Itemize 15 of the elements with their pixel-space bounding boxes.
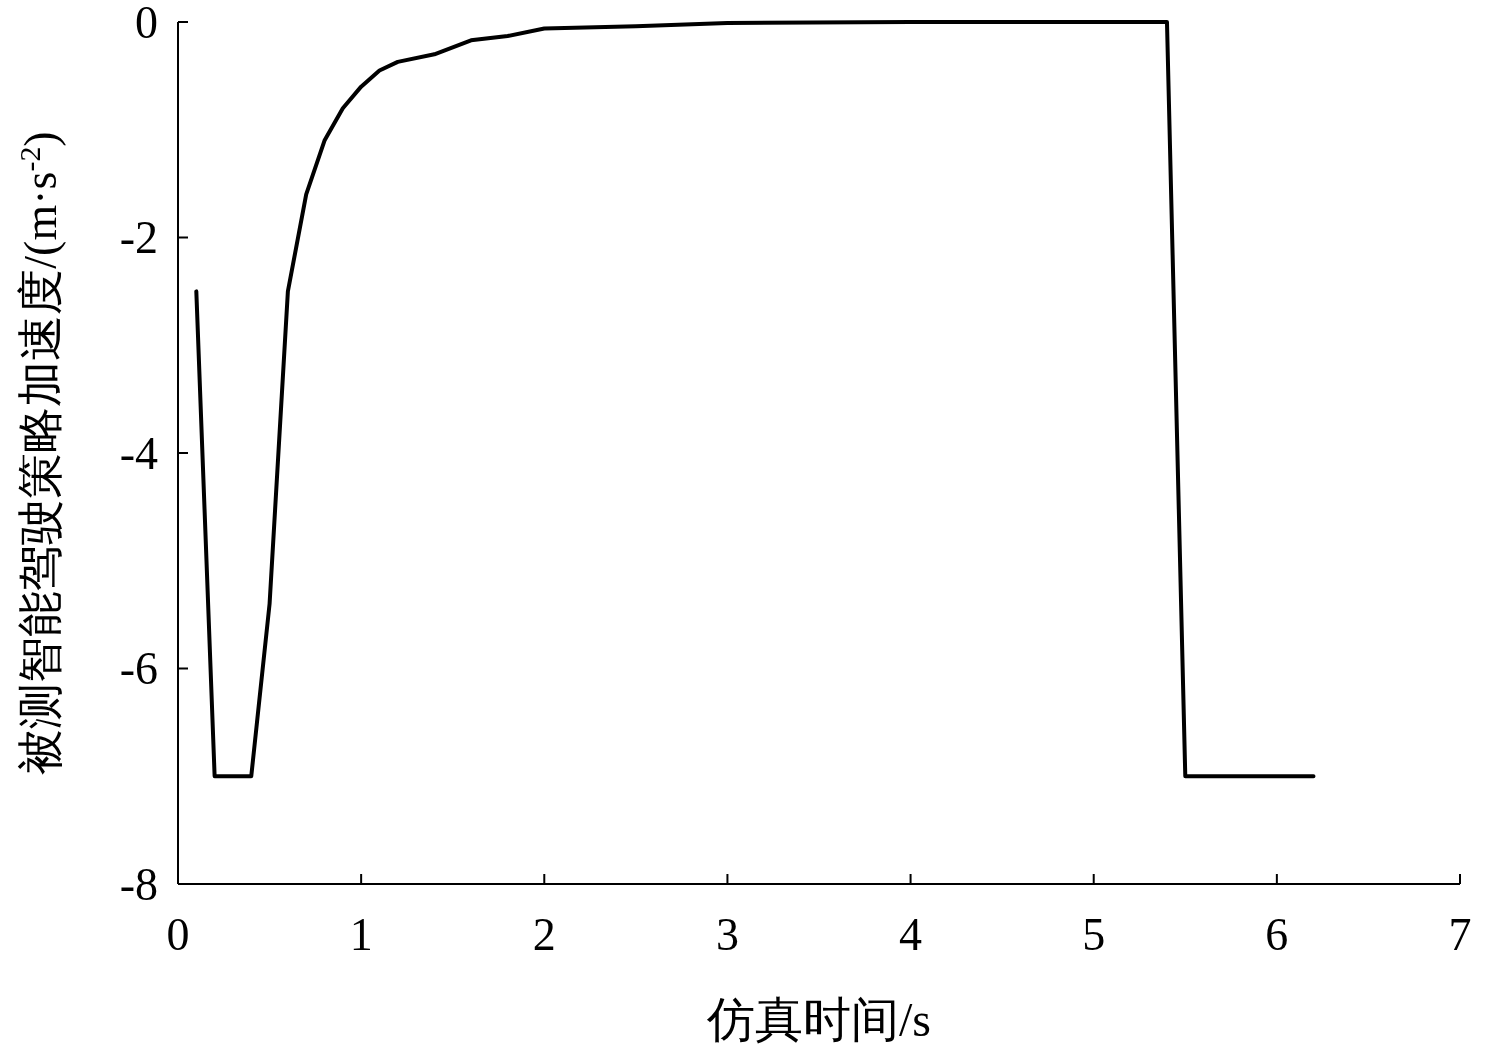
y-tick-label: -4 [119,427,158,479]
y-tick-label: -8 [119,858,158,910]
y-tick-label: 0 [135,0,158,48]
x-tick-label: 3 [715,909,739,960]
x-tick-label: 6 [1265,909,1289,960]
x-tick-label: 5 [1082,909,1106,960]
x-tick-label: 0 [166,909,190,960]
x-tick-label: 7 [1448,909,1472,960]
y-tick-label: -6 [119,643,158,694]
x-tick-label: 4 [899,909,923,960]
y-tick-label: -2 [119,212,158,263]
x-tick-label: 2 [532,909,556,960]
x-tick-label: 1 [349,909,373,960]
line-series [194,20,1316,779]
x-axis-title: 仿真时间/s [705,993,932,1046]
